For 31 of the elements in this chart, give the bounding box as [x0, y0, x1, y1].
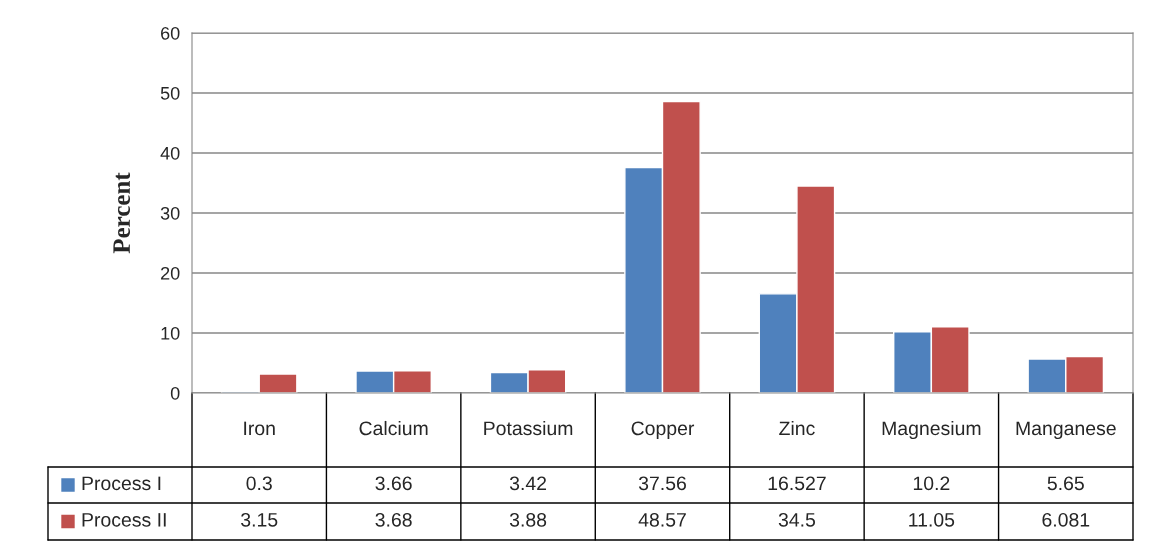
x-tick-label: Copper [631, 421, 695, 440]
legend-label: Process I [82, 476, 161, 491]
data-label: 3.42 [509, 476, 547, 491]
data-label: 6.081 [1042, 512, 1090, 527]
x-tick-label: Magnesium [882, 420, 981, 440]
x-tick-label: Potassium [484, 420, 573, 436]
data-label: 10.2 [913, 476, 950, 491]
y-tick-label: 10 [161, 326, 180, 340]
data-label: 3.88 [509, 512, 547, 527]
data-label: 0.3 [246, 476, 272, 491]
y-tick-label: 40 [160, 146, 180, 160]
x-tick-label: Zinc [779, 420, 815, 436]
x-tick-label: Iron [244, 421, 275, 436]
y-tick-label: 30 [160, 206, 180, 220]
y-tick-label: 20 [161, 266, 180, 280]
y-tick-label: 50 [160, 86, 180, 100]
y-axis-title: Percent [113, 172, 131, 254]
y-tick-label: 60 [161, 26, 180, 40]
data-label: 3.15 [241, 512, 278, 527]
data-label: 5.65 [1047, 476, 1084, 491]
data-label: 3.66 [375, 476, 412, 491]
data-label: 34.5 [778, 512, 816, 527]
data-label: 16.527 [768, 476, 826, 491]
data-label: 37.56 [638, 476, 686, 491]
x-tick-label: Manganese [1016, 421, 1116, 440]
data-label: 11.05 [909, 512, 955, 527]
y-tick-label: 0 [170, 386, 180, 400]
data-label: 48.57 [638, 512, 686, 527]
legend-label: Process II [82, 513, 166, 527]
data-label: 3.68 [375, 512, 412, 527]
x-tick-label: Calcium [359, 420, 428, 436]
